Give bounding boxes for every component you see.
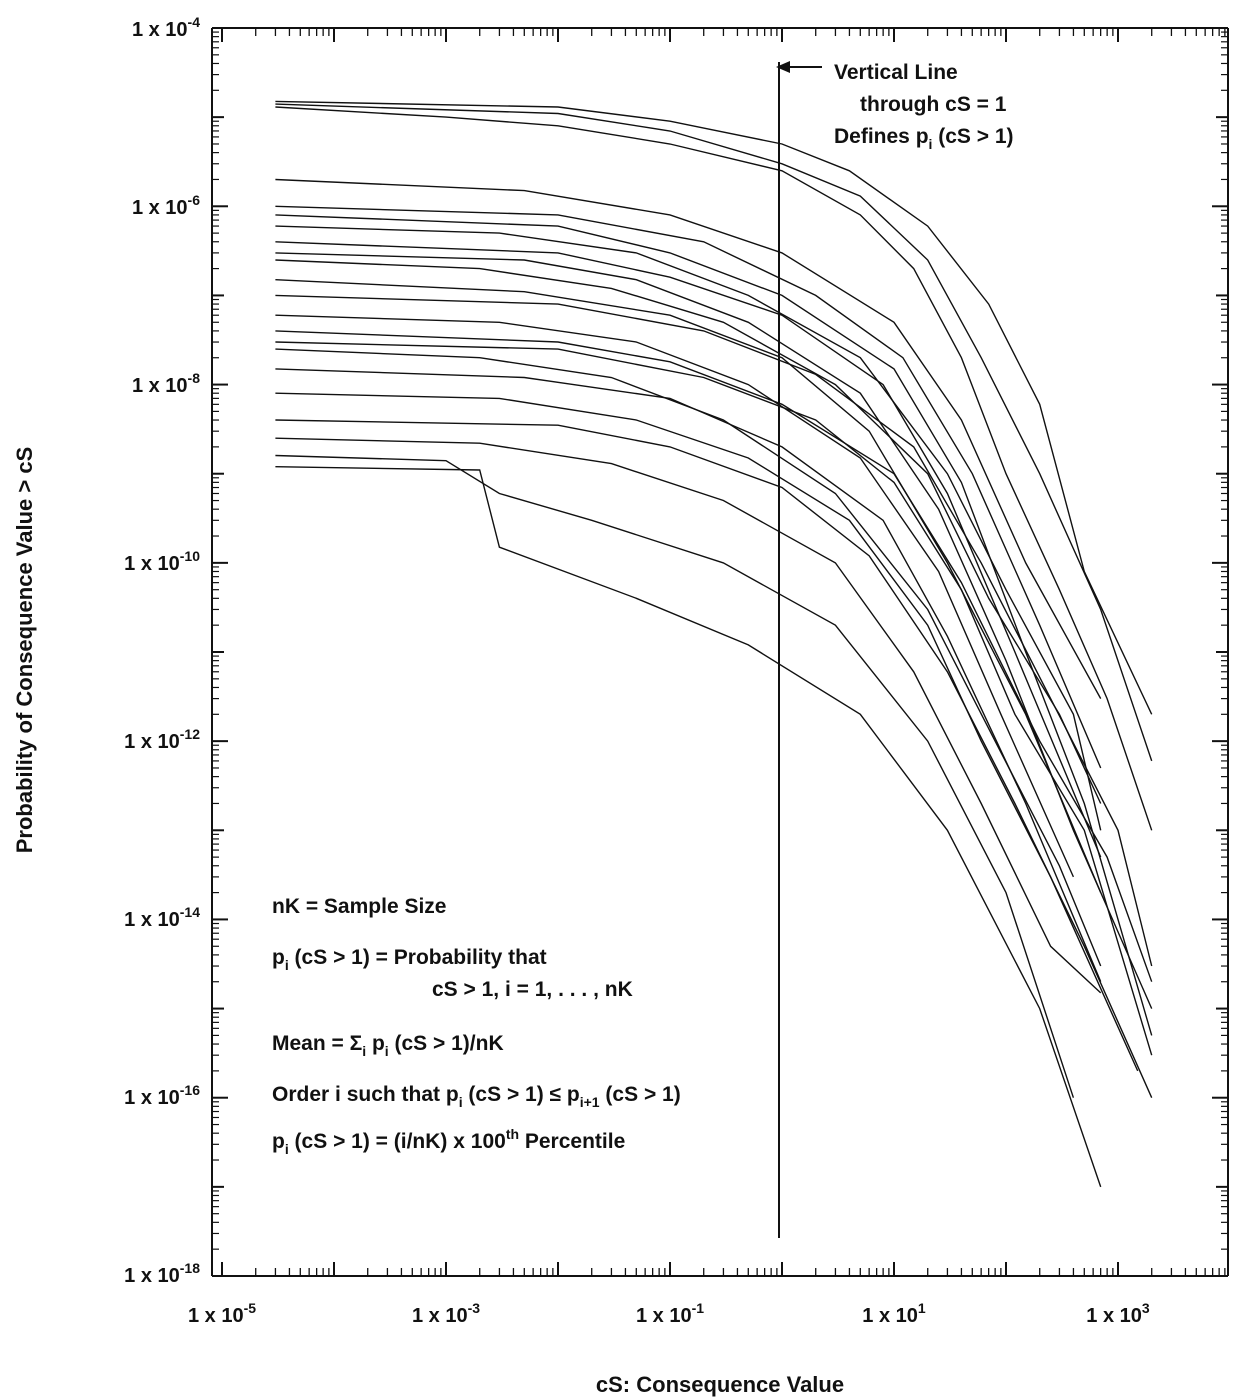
series-line <box>275 392 1139 1072</box>
annotation-line: Vertical Line <box>834 61 958 84</box>
y-axis-title: Probability of Consequence Value > cS <box>12 447 37 854</box>
series-line <box>275 214 1153 1036</box>
x-tick-label: 1 x 10-3 <box>412 1300 480 1327</box>
axis-ticks <box>212 28 1228 1277</box>
y-tick-label: 1 x 10-4 <box>132 14 200 41</box>
series-line <box>275 419 1153 1098</box>
y-tick-label: 1 x 10-12 <box>124 726 200 753</box>
series-line <box>275 368 1102 982</box>
series-line <box>275 106 1153 831</box>
series-line <box>275 314 1075 878</box>
series-line <box>275 294 1153 967</box>
x-tick-label: 1 x 103 <box>1086 1300 1150 1327</box>
annotation-line: Mean = Σi pi (cS > 1)/nK <box>272 1032 504 1059</box>
series-line <box>275 437 1102 994</box>
y-tick-label: 1 x 10-8 <box>132 370 200 397</box>
x-tick-label: 1 x 10-1 <box>636 1300 704 1327</box>
annotation-line: through cS = 1 <box>860 93 1007 116</box>
annotation-line: nK = Sample Size <box>272 895 446 918</box>
annotation-line: Defines pi (cS > 1) <box>834 125 1014 152</box>
series-line <box>275 341 1153 1056</box>
arrow-left-icon <box>776 61 790 73</box>
series-line <box>275 259 1102 804</box>
y-tick-label: 1 x 10-18 <box>124 1260 200 1287</box>
annotation-line: pi (cS > 1) = Probability that <box>272 946 547 973</box>
annotation-line: Order i such that pi (cS > 1) ≤ pi+1 (cS… <box>272 1083 681 1110</box>
x-tick-label: 1 x 101 <box>862 1300 926 1327</box>
series-line <box>275 100 1153 715</box>
series-line <box>275 279 1102 893</box>
y-tick-label: 1 x 10-10 <box>124 548 200 575</box>
series-line <box>275 178 1102 699</box>
annotation-line: cS > 1, i = 1, . . . , nK <box>432 978 633 1001</box>
series-line <box>275 103 1153 762</box>
y-tick-label: 1 x 10-14 <box>124 904 200 931</box>
series-line <box>275 330 1153 982</box>
series-line <box>275 348 1102 967</box>
series-line <box>275 241 1102 858</box>
x-tick-labels: 1 x 10-5 1 x 10-3 1 x 10-1 1 x 101 1 x 1… <box>188 1300 1150 1327</box>
x-axis-title: cS: Consequence Value <box>596 1372 844 1397</box>
series-line <box>275 466 1102 1188</box>
annotation-line: pi (cS > 1) = (i/nK) x 100th Percentile <box>272 1126 625 1157</box>
y-tick-label: 1 x 10-6 <box>132 192 200 219</box>
y-tick-label: 1 x 10-16 <box>124 1082 200 1109</box>
series-line <box>275 454 1075 1098</box>
definitions-block: nK = Sample Size pi (cS > 1) = Probabili… <box>272 895 681 1157</box>
series-layer <box>275 100 1153 1188</box>
y-tick-labels: 1 x 10-4 1 x 10-6 1 x 10-8 1 x 10-10 1 x… <box>124 14 200 1287</box>
reference-line-annotation: Vertical Line through cS = 1 Defines pi … <box>776 61 1014 152</box>
series-line <box>275 225 1102 831</box>
series-line <box>275 205 1102 769</box>
x-tick-label: 1 x 10-5 <box>188 1300 256 1327</box>
